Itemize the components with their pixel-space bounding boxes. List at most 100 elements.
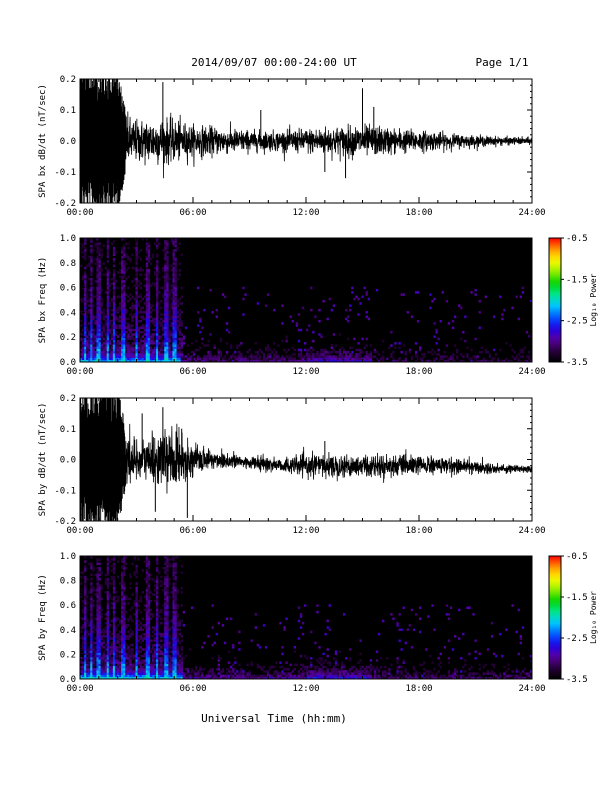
- heatmap-cell: [156, 324, 158, 327]
- heatmap-cell: [300, 353, 302, 356]
- heatmap-cell: [271, 358, 273, 361]
- heatmap-cell: [125, 318, 127, 321]
- heatmap-cell: [135, 571, 137, 574]
- heatmap-cell: [105, 342, 107, 345]
- heatmap-cell: [162, 644, 164, 647]
- heatmap-cell: [394, 342, 396, 345]
- heatmap-cell: [177, 247, 179, 250]
- heatmap-cell: [92, 318, 94, 321]
- heatmap-cell: [88, 342, 90, 345]
- heatmap-cell: [384, 670, 386, 673]
- heatmap-cell: [92, 587, 94, 590]
- heatmap-cell: [86, 358, 88, 361]
- heatmap-cell: [160, 666, 162, 669]
- heatmap-cell: [113, 659, 115, 662]
- heatmap-cell: [179, 661, 181, 664]
- heatmap-cell: [123, 628, 125, 631]
- heatmap-cell: [341, 666, 343, 669]
- heatmap-cell: [211, 626, 213, 629]
- heatmap-cell: [123, 571, 125, 574]
- heatmap-cell: [442, 675, 444, 678]
- heatmap-cell: [90, 578, 92, 581]
- heatmap-cell: [125, 342, 127, 345]
- heatmap-cell: [172, 338, 174, 341]
- heatmap-cell: [175, 331, 177, 334]
- heatmap-cell: [269, 349, 271, 352]
- heatmap-cell: [123, 322, 125, 325]
- heatmap-cell: [172, 351, 174, 354]
- heatmap-cell: [84, 650, 86, 653]
- heatmap-cell: [162, 342, 164, 345]
- heatmap-cell: [156, 642, 158, 645]
- heatmap-cell: [148, 269, 150, 272]
- heatmap-cell: [166, 258, 168, 261]
- heatmap-cell: [113, 358, 115, 361]
- heatmap-cell: [129, 655, 131, 658]
- heatmap-cell: [152, 322, 154, 325]
- heatmap-cell: [211, 672, 213, 675]
- heatmap-cell: [96, 653, 98, 656]
- heatmap-cell: [88, 666, 90, 669]
- heatmap-cell: [109, 560, 111, 563]
- heatmap-cell: [127, 618, 129, 621]
- heatmap-cell: [466, 347, 468, 350]
- heatmap-cell: [82, 571, 84, 574]
- heatmap-cell: [98, 276, 100, 279]
- heatmap-cell: [160, 618, 162, 621]
- heatmap-cell: [440, 653, 442, 656]
- heatmap-cell: [199, 358, 201, 361]
- heatmap-cell: [320, 351, 322, 354]
- heatmap-cell: [425, 648, 427, 651]
- heatmap-cell: [218, 659, 220, 662]
- heatmap-cell: [146, 615, 148, 618]
- heatmap-cell: [343, 666, 345, 669]
- heatmap-cell: [175, 565, 177, 568]
- heatmap-cell: [123, 271, 125, 274]
- heatmap-cell: [111, 668, 113, 671]
- heatmap-cell: [82, 276, 84, 279]
- heatmap-cell: [281, 666, 283, 669]
- heatmap-cell: [92, 349, 94, 352]
- heatmap-cell: [156, 313, 158, 316]
- heatmap-cell: [170, 335, 172, 338]
- heatmap-cell: [209, 289, 211, 292]
- heatmap-cell: [156, 358, 158, 361]
- heatmap-cell: [135, 670, 137, 673]
- heatmap-cell: [495, 353, 497, 356]
- heatmap-cell: [148, 653, 150, 656]
- heatmap-cell: [90, 256, 92, 259]
- heatmap-cell: [117, 320, 119, 323]
- heatmap-cell: [419, 347, 421, 350]
- heatmap-cell: [98, 615, 100, 618]
- heatmap-cell: [107, 344, 109, 347]
- heatmap-cell: [166, 278, 168, 281]
- heatmap-cell: [148, 316, 150, 319]
- heatmap-cell: [98, 659, 100, 662]
- heatmap-cell: [183, 358, 185, 361]
- heatmap-cell: [294, 349, 296, 352]
- heatmap-cell: [175, 657, 177, 660]
- heatmap-cell: [333, 670, 335, 673]
- heatmap-cell: [96, 580, 98, 583]
- heatmap-cell: [357, 313, 359, 316]
- heatmap-cell: [113, 327, 115, 330]
- heatmap-cell: [90, 318, 92, 321]
- heatmap-cell: [170, 670, 172, 673]
- heatmap-cell: [288, 675, 290, 678]
- heatmap-cell: [158, 291, 160, 294]
- heatmap-cell: [193, 351, 195, 354]
- heatmap-cell: [401, 648, 403, 651]
- heatmap-cell: [129, 347, 131, 350]
- heatmap-cell: [98, 600, 100, 603]
- heatmap-cell: [452, 353, 454, 356]
- heatmap-cell: [133, 353, 135, 356]
- heatmap-cell: [146, 626, 148, 629]
- heatmap-cell: [164, 267, 166, 270]
- heatmap-cell: [166, 309, 168, 312]
- heatmap-cell: [175, 596, 177, 599]
- heatmap-cell: [84, 591, 86, 594]
- heatmap-cell: [92, 648, 94, 651]
- heatmap-cell: [236, 358, 238, 361]
- heatmap-cell: [353, 666, 355, 669]
- heatmap-cell: [333, 657, 335, 660]
